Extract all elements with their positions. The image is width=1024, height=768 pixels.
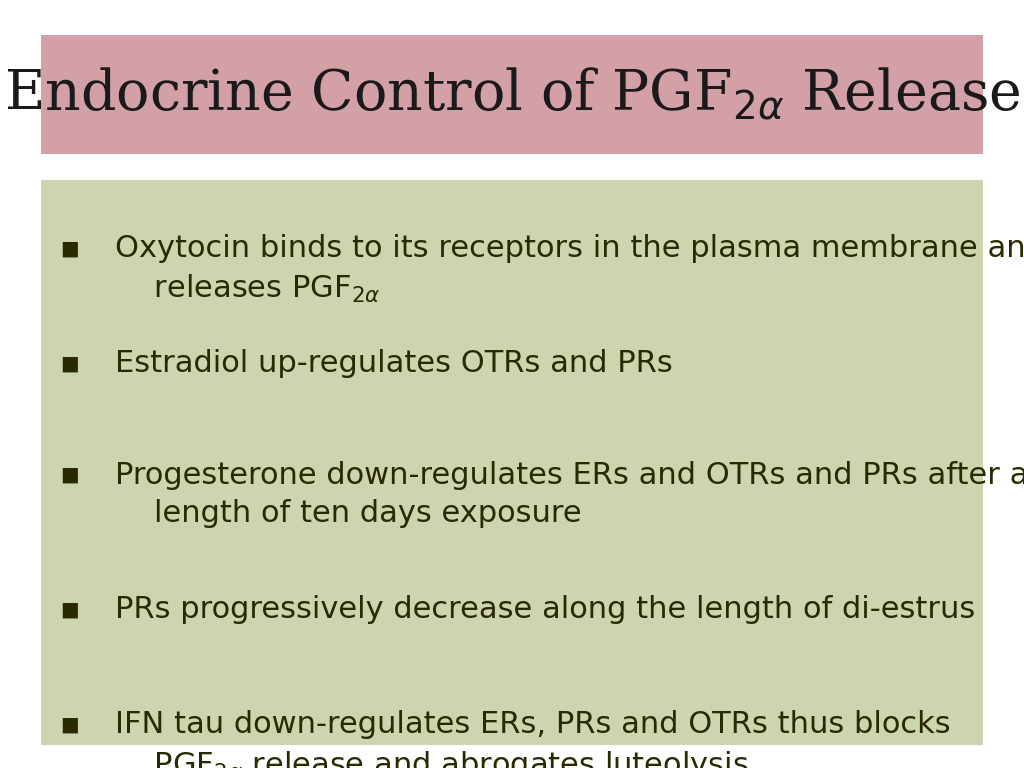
Text: Estradiol up-regulates OTRs and PRs: Estradiol up-regulates OTRs and PRs — [115, 349, 673, 379]
Text: IFN tau down-regulates ERs, PRs and OTRs thus blocks
    PGF$_{2\alpha}$ release: IFN tau down-regulates ERs, PRs and OTRs… — [115, 710, 950, 768]
Text: ▪: ▪ — [59, 461, 80, 490]
Text: PRs progressively decrease along the length of di-estrus: PRs progressively decrease along the len… — [115, 595, 975, 624]
FancyBboxPatch shape — [41, 35, 983, 154]
Text: Oxytocin binds to its receptors in the plasma membrane and
    releases PGF$_{2\: Oxytocin binds to its receptors in the p… — [115, 234, 1024, 306]
Text: ▪: ▪ — [59, 710, 80, 740]
Text: Progesterone down-regulates ERs and OTRs and PRs after a
    length of ten days : Progesterone down-regulates ERs and OTRs… — [115, 461, 1024, 528]
Text: ▪: ▪ — [59, 349, 80, 379]
Text: Endocrine Control of PGF$_{2\alpha}$ Release: Endocrine Control of PGF$_{2\alpha}$ Rel… — [4, 66, 1020, 123]
FancyBboxPatch shape — [41, 180, 983, 745]
Text: ▪: ▪ — [59, 595, 80, 624]
Text: ▪: ▪ — [59, 234, 80, 263]
